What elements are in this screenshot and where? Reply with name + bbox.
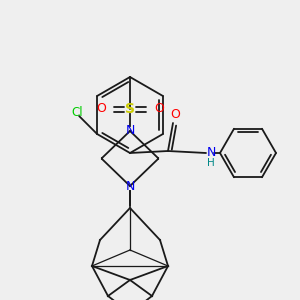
Text: H: H xyxy=(207,158,215,168)
Text: O: O xyxy=(170,109,180,122)
Text: O: O xyxy=(154,103,164,116)
Text: S: S xyxy=(125,102,135,116)
Text: N: N xyxy=(125,124,135,137)
Text: Cl: Cl xyxy=(71,106,83,119)
Text: O: O xyxy=(96,103,106,116)
Text: N: N xyxy=(125,179,135,193)
Text: N: N xyxy=(207,146,216,158)
